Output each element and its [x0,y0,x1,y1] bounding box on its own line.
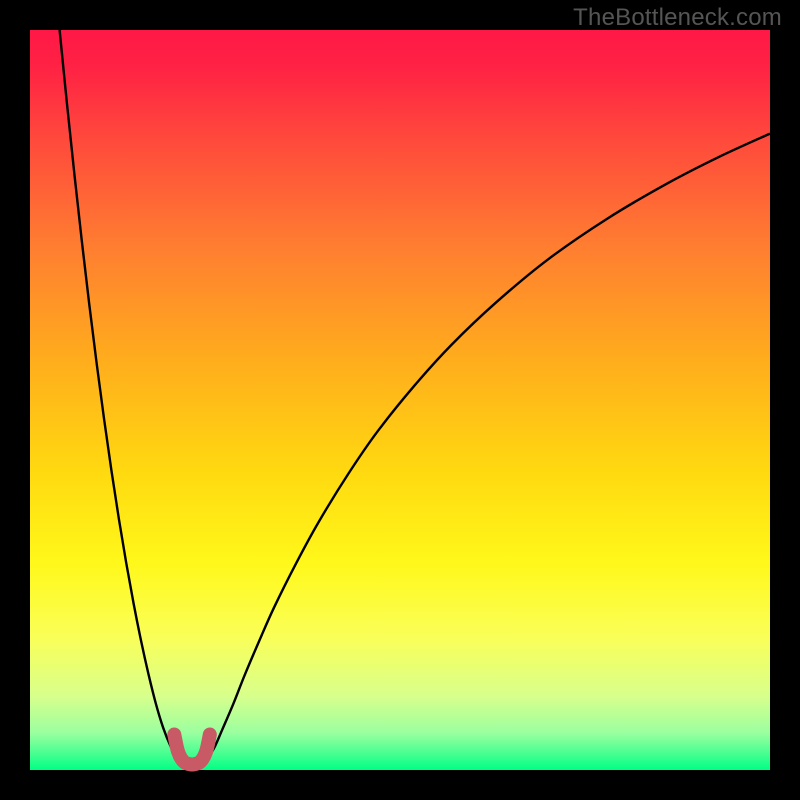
bottleneck-chart [0,0,800,800]
watermark-text: TheBottleneck.com [573,4,782,32]
chart-background [30,30,770,770]
